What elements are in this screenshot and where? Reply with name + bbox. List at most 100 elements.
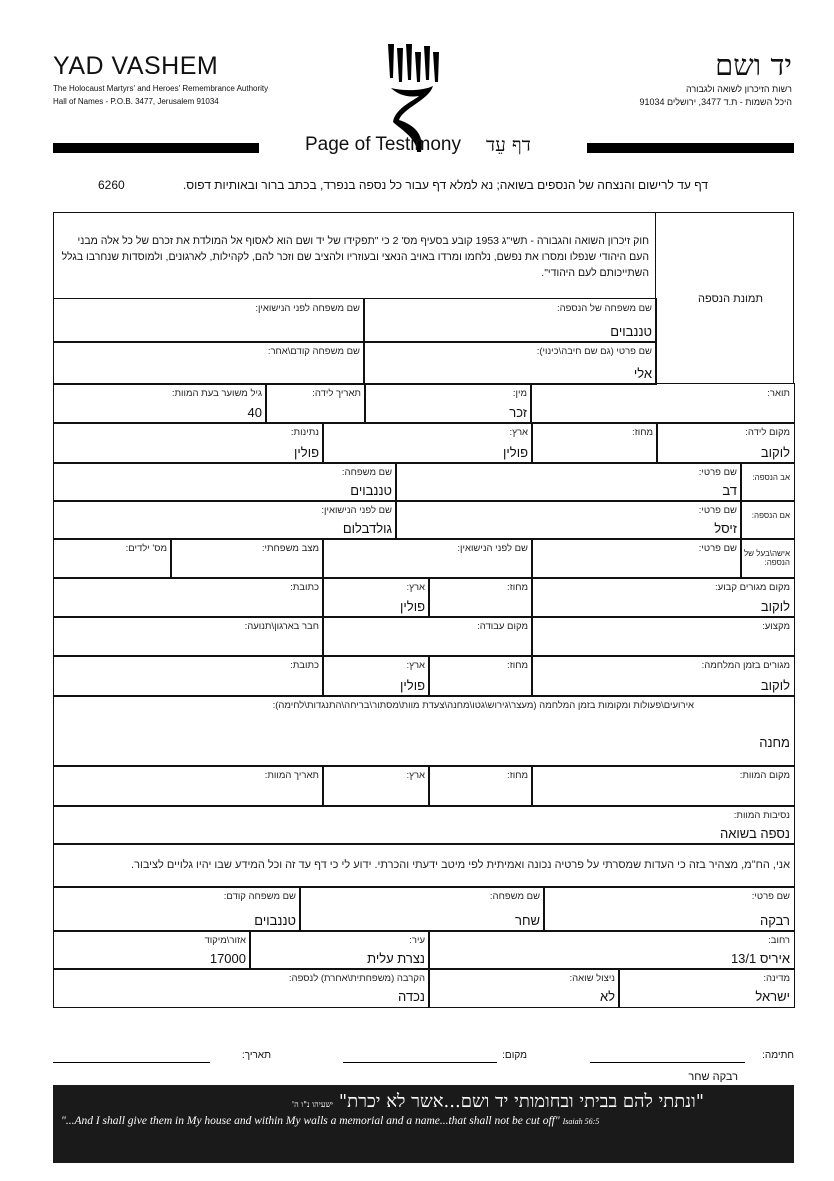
field-label: מקום עבודה: <box>477 621 528 632</box>
form-field[interactable]: שם משפחה: טננבוים <box>53 462 397 502</box>
date-label: תאריך: <box>241 1050 271 1061</box>
title-he: דף עֵד <box>486 134 531 156</box>
signature-field[interactable] <box>590 1062 745 1063</box>
field-label: שם משפחה: <box>341 467 392 478</box>
form-field[interactable]: אזור\מיקוד 17000 <box>53 930 251 970</box>
form-field[interactable]: שם פרטי (גם שם חיבה\כינוי): אלי <box>363 341 657 385</box>
form-field[interactable]: שם פרטי: <box>531 538 742 579</box>
field-value: פולין <box>400 678 425 693</box>
form-field[interactable]: מחוז: <box>428 655 533 697</box>
field-value: זכר <box>509 405 527 420</box>
form-field[interactable]: מקום עבודה: <box>322 616 533 657</box>
field-value: לוקוב <box>760 678 790 693</box>
field-value: נספה בשואה <box>719 826 790 841</box>
form-field[interactable]: שם פרטי: זיסל <box>395 500 742 540</box>
field-label: כתובת: <box>290 582 319 593</box>
form-field[interactable]: מחוז: <box>531 422 658 464</box>
brand-he: יד ושם <box>715 48 792 82</box>
field-value: לא <box>599 989 615 1004</box>
form-field[interactable]: מקצוע: <box>531 616 795 657</box>
field-value: מחנה <box>759 735 790 750</box>
form-field[interactable]: תאריך לידה: <box>265 383 366 424</box>
form-field[interactable]: כתובת: <box>53 655 324 697</box>
field-value: פולין <box>294 445 319 460</box>
form-field[interactable]: מדינה: ישראל <box>618 968 795 1008</box>
field-label: מחוז: <box>632 427 653 438</box>
field-label: מחוז: <box>507 770 528 781</box>
form-field[interactable]: מצב משפחתי: <box>170 538 324 579</box>
field-label: מחוז: <box>507 582 528 593</box>
form-field: אב הנספה: <box>740 462 795 502</box>
form-field[interactable]: מחוז: <box>428 577 533 618</box>
source-he: ישעיהו נ"ו ה' <box>291 1100 334 1109</box>
field-label: מס' ילדים: <box>125 543 167 554</box>
field-label: ארץ: <box>406 770 425 781</box>
field-label: אם הנספה: <box>751 511 790 520</box>
field-value: טננבוים <box>610 324 652 339</box>
form-field[interactable]: שם לפני הנישואין: גולדבלום <box>53 500 397 540</box>
form-field[interactable]: מקום לידה: לוקוב <box>656 422 795 464</box>
form-field[interactable]: שם משפחה: שחר <box>299 886 545 932</box>
field-label: נתינות: <box>290 427 319 438</box>
form-field[interactable]: מקום המוות: <box>531 765 795 807</box>
form-field[interactable]: תואר: <box>530 383 795 424</box>
form-field[interactable]: מין: זכר <box>364 383 532 424</box>
form-field[interactable]: כתובת: <box>53 577 324 618</box>
address-en: Hall of Names - P.O.B. 3477, Jerusalem 9… <box>53 97 219 106</box>
signature-label: חתימה: <box>762 1050 794 1061</box>
authority-en: The Holocaust Martyrs' and Heroes' Remem… <box>53 84 269 93</box>
form-field[interactable]: הקרבה (משפחתית\אחרת) לנספה: נכדה <box>53 968 430 1008</box>
field-label: מדינה: <box>763 973 790 984</box>
form-field[interactable]: מקום מגורים קבוע: לוקוב <box>531 577 795 618</box>
field-label: תואר: <box>767 388 790 399</box>
field-label: אירועים\פעולות ומקומות בזמן המלחמה (מעצר… <box>272 700 694 711</box>
field-label: שם פרטי: <box>698 505 737 516</box>
form-field[interactable]: מגורים בזמן המלחמה: לוקוב <box>531 655 795 697</box>
form-field[interactable]: שם משפחה קודם: טננבוים <box>53 886 301 932</box>
authority-he: רשות הזיכרון לשואה ולגבורה <box>685 84 792 94</box>
field-value: 40 <box>247 405 262 420</box>
form-field[interactable]: חבר בארגון\תנועה: <box>53 616 324 657</box>
form-field[interactable]: גיל משוער בעת המוות: 40 <box>53 383 267 424</box>
form-field[interactable]: שם פרטי: דב <box>395 462 742 502</box>
form-field[interactable]: שם משפחה של הנספה: טננבוים <box>363 298 657 343</box>
field-label: שם פרטי: <box>698 467 737 478</box>
field-label: מקום לידה: <box>745 427 790 438</box>
form-field[interactable]: נתינות: פולין <box>53 422 324 464</box>
footer-banner: "ונתתי להם בביתי ובחומותי יד ושם...אשר ל… <box>53 1085 794 1163</box>
form-field[interactable]: מס' ילדים: <box>53 538 172 579</box>
field-label: מקצוע: <box>762 621 790 632</box>
form-field[interactable]: שם משפחה קודם\אחר: <box>53 341 365 385</box>
field-label: גיל משוער בעת המוות: <box>171 388 262 399</box>
form-field[interactable]: רחוב: איריס 13/1 <box>428 930 795 970</box>
form-field[interactable]: ניצול שואה: לא <box>428 968 620 1008</box>
form-field[interactable]: ארץ: <box>322 765 430 807</box>
brand-en: YAD VASHEM <box>53 52 219 80</box>
form-field[interactable]: ארץ: פולין <box>322 422 533 464</box>
field-label: שם משפחה קודם\אחר: <box>267 346 360 357</box>
field-label: ניצול שואה: <box>569 973 615 984</box>
photo-box[interactable]: תמונת הנספה <box>655 212 794 384</box>
form-field[interactable]: עיר: נצרת עלית <box>249 930 430 970</box>
form-field[interactable]: ארץ: פולין <box>322 577 430 618</box>
field-value: פולין <box>400 599 425 614</box>
field-label: מגורים בזמן המלחמה: <box>701 660 790 671</box>
field-value: נכדה <box>398 989 425 1004</box>
form-field[interactable]: אירועים\פעולות ומקומות בזמן המלחמה (מעצר… <box>53 695 795 767</box>
signer-name: רבקה שחר <box>688 1071 738 1083</box>
form-field: אישה\בעל של הנספה: <box>740 538 795 579</box>
address-he: היכל השמות - ת.ד 3477, ירושלים 91034 <box>639 97 792 107</box>
form-field[interactable]: תאריך המוות: <box>53 765 324 807</box>
place-field[interactable] <box>343 1062 497 1063</box>
form-field[interactable]: שם לפני הנישואין: <box>322 538 533 579</box>
date-field[interactable] <box>53 1062 210 1063</box>
field-label: אב הנספה: <box>752 473 790 482</box>
form-field[interactable]: נסיבות המוות: נספה בשואה <box>53 805 795 845</box>
form-field[interactable]: ארץ: פולין <box>322 655 430 697</box>
form-field[interactable]: שם פרטי: רבקה <box>543 886 795 932</box>
field-label: מקום המוות: <box>739 770 790 781</box>
form-field[interactable]: שם משפחה לפני הנישואין: <box>53 298 365 343</box>
form-field[interactable]: מחוז: <box>428 765 533 807</box>
field-label: שם לפני הנישואין: <box>457 543 528 554</box>
field-label: שם פרטי (גם שם חיבה\כינוי): <box>536 346 652 357</box>
